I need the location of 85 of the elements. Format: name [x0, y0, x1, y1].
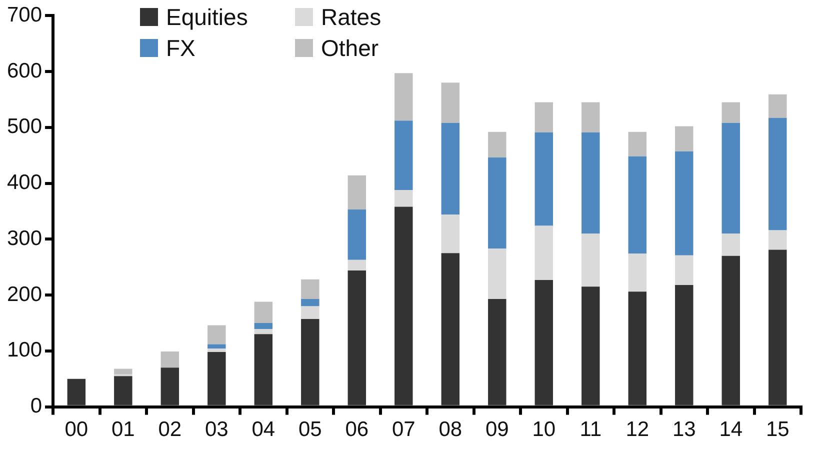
bar	[114, 368, 132, 374]
bar	[254, 334, 273, 406]
bar	[675, 151, 694, 256]
bar	[488, 132, 506, 158]
bar	[488, 248, 506, 299]
bar	[628, 156, 646, 254]
bar	[534, 102, 554, 132]
y-tick-label: 0	[30, 394, 42, 418]
x-tick-label: 09	[485, 418, 509, 442]
bar	[488, 298, 506, 406]
x-tick-label: 12	[626, 418, 650, 442]
bar	[722, 234, 740, 256]
legend-label: Other	[320, 35, 380, 62]
x-tick-label: 08	[438, 418, 462, 442]
bar	[160, 368, 180, 406]
bar	[208, 325, 226, 344]
y-tick-label: 100	[6, 338, 42, 362]
bar	[441, 253, 460, 406]
y-tick-label: 500	[6, 115, 42, 138]
bar	[208, 348, 226, 352]
bar	[441, 214, 460, 254]
bar	[394, 120, 413, 190]
x-tick-label: 11	[580, 418, 602, 442]
bar	[301, 298, 320, 306]
bar	[722, 256, 740, 406]
y-tick-label: 200	[6, 282, 42, 306]
x-tick-label: 06	[345, 418, 369, 442]
legend-label: FX	[165, 35, 196, 62]
bar	[582, 102, 600, 132]
bar	[67, 378, 86, 406]
bar	[394, 206, 413, 406]
bar	[394, 73, 413, 121]
bar	[534, 280, 554, 406]
bar	[534, 132, 554, 226]
bar	[208, 344, 226, 349]
x-tick-label: 01	[111, 418, 135, 442]
bar	[348, 270, 366, 406]
bar	[534, 226, 554, 280]
bar	[348, 260, 366, 270]
bar	[348, 210, 366, 260]
bar	[488, 158, 506, 249]
x-tick-label: 02	[158, 418, 182, 442]
x-tick-label: 10	[532, 418, 556, 442]
legend-label: Rates	[320, 4, 382, 31]
bar	[675, 126, 694, 152]
x-tick-label: 04	[252, 418, 276, 442]
bar	[582, 234, 600, 287]
bar	[675, 284, 694, 406]
legend-label: Equities	[165, 4, 249, 31]
bar	[254, 302, 273, 323]
x-tick-label: 00	[64, 418, 88, 442]
bar	[582, 286, 600, 406]
y-tick-label: 700	[6, 3, 42, 26]
bar	[722, 122, 740, 234]
x-tick-label: 07	[392, 418, 416, 442]
bar	[628, 132, 646, 156]
bar	[114, 376, 132, 406]
bar	[301, 306, 320, 320]
bar	[441, 82, 460, 123]
bar	[301, 279, 320, 299]
bar	[768, 118, 787, 230]
y-tick-label: 300	[6, 226, 42, 250]
bar	[722, 102, 740, 123]
y-tick-label: 600	[6, 59, 42, 82]
bar	[394, 190, 413, 207]
bar	[160, 351, 180, 368]
x-tick-label: 15	[766, 418, 790, 442]
bar	[675, 255, 694, 285]
x-tick-label: 13	[672, 418, 696, 442]
bar	[301, 319, 320, 406]
bar	[441, 122, 460, 215]
bar	[768, 250, 787, 406]
bar	[348, 175, 366, 210]
x-tick-label: 03	[204, 418, 228, 442]
bar	[208, 352, 226, 406]
bar	[628, 254, 646, 292]
x-tick-label: 14	[719, 418, 743, 442]
bar	[768, 230, 787, 250]
bar	[582, 132, 600, 234]
bar	[768, 94, 787, 118]
bar	[628, 292, 646, 406]
y-tick-label: 400	[6, 171, 42, 194]
bar	[254, 329, 273, 334]
x-tick-label: 05	[298, 418, 322, 442]
bar	[254, 322, 273, 330]
